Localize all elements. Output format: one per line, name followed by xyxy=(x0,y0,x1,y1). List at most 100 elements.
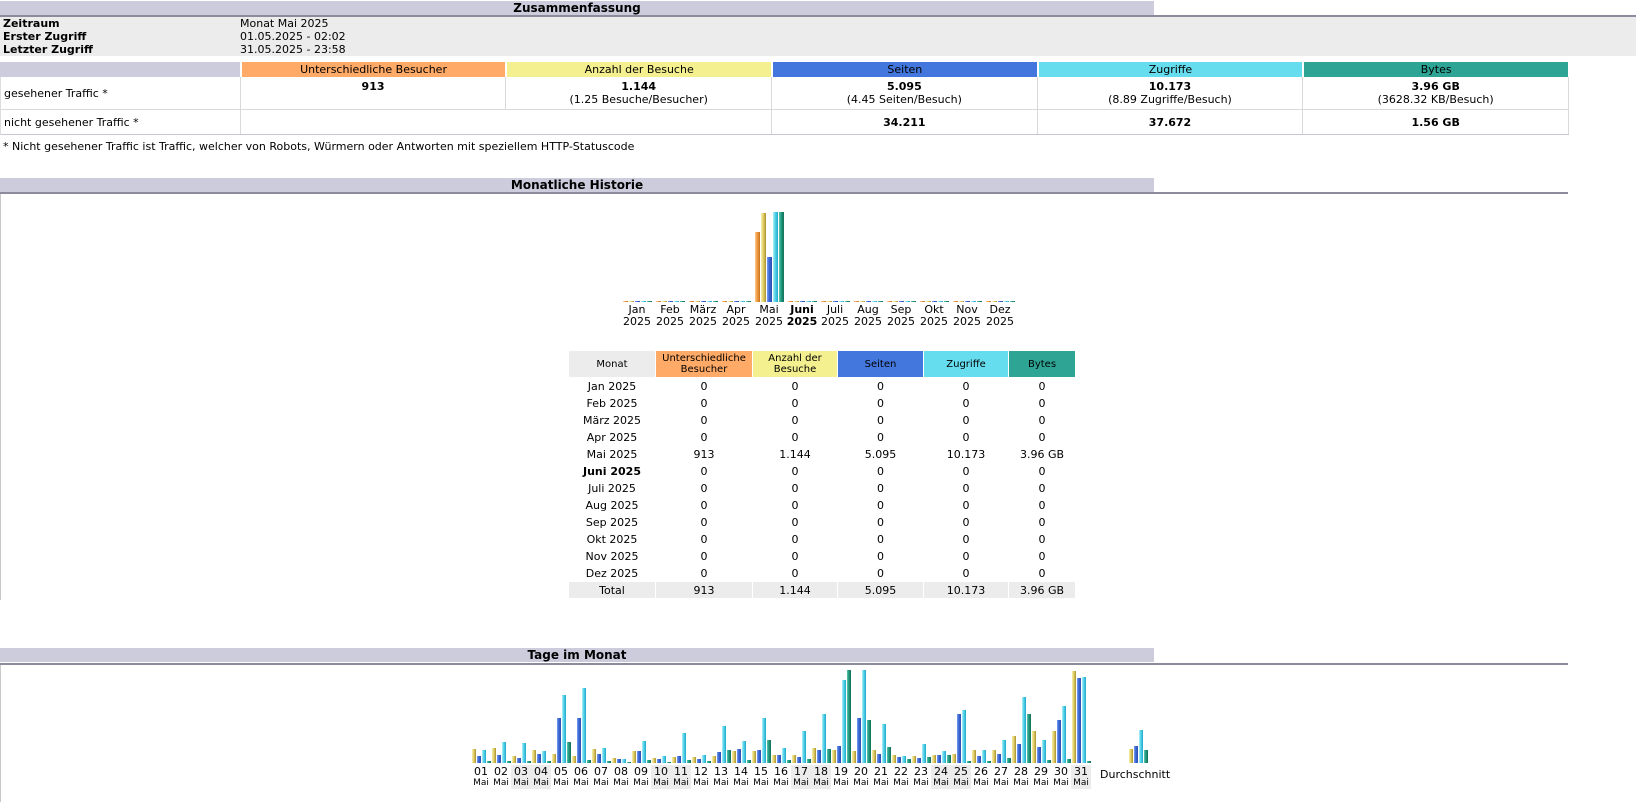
monthly-bar xyxy=(793,301,799,302)
value-cell: 0 xyxy=(1038,498,1046,512)
daily-bar xyxy=(591,749,596,763)
daily-bar xyxy=(901,756,906,763)
daily-bar xyxy=(1133,746,1138,763)
value-cell: 0 xyxy=(791,396,799,410)
monthly-bar xyxy=(766,257,772,302)
daily-bar xyxy=(946,755,951,763)
month-cell: Apr 2025 xyxy=(586,430,638,444)
monthly-bar xyxy=(904,301,910,302)
daily-bar xyxy=(501,742,506,763)
day-label: 25 Mai xyxy=(951,765,971,789)
summary-header-bytes: Bytes xyxy=(1304,62,1568,77)
monthly-bar xyxy=(772,212,778,302)
daily-bar xyxy=(666,762,671,763)
monthly-table-row: Mai 2025 913 1.144 5.095 10.173 3.96 GB xyxy=(569,446,1075,462)
month-label: Juni 2025 xyxy=(786,303,818,328)
month-label: Feb 2025 xyxy=(656,303,684,328)
day-label: 01 Mai xyxy=(473,765,489,789)
daily-bar xyxy=(576,718,581,763)
value-cell: 0 xyxy=(1038,464,1046,478)
seen-traffic-label: gesehener Traffic * xyxy=(1,77,241,109)
monthly-bar xyxy=(931,301,937,302)
seen-hits-value: 10.173 xyxy=(1148,80,1192,93)
daily-bar xyxy=(1021,697,1026,763)
value-cell: 0 xyxy=(1038,396,1046,410)
summary-header-pages: Seiten xyxy=(773,62,1037,77)
period-value: Monat Mai 2025 xyxy=(240,17,329,30)
monthly-bar xyxy=(952,301,958,302)
daily-bar xyxy=(821,714,826,763)
daily-bar xyxy=(571,756,576,763)
daily-bar xyxy=(916,758,921,763)
monthly-bar xyxy=(976,301,982,302)
monthly-table-row: Feb 2025 0 0 0 0 0 xyxy=(569,395,1075,411)
day-label: 15 Mai xyxy=(753,765,769,789)
monthly-table-row: Aug 2025 0 0 0 0 0 xyxy=(569,497,1075,513)
day-label: 24 Mai xyxy=(931,765,951,789)
value-cell: 0 xyxy=(877,566,884,580)
daily-bar xyxy=(546,761,551,763)
value-cell: 0 xyxy=(877,515,884,529)
day-label: 20 Mai xyxy=(853,765,869,789)
not-seen-traffic-label: nicht gesehener Traffic * xyxy=(1,110,241,134)
not-seen-pages-value: 34.211 xyxy=(883,116,926,129)
value-cell: 0 xyxy=(1038,515,1046,529)
monthly-bar xyxy=(886,301,892,302)
daily-bar xyxy=(526,761,531,763)
daily-bar xyxy=(566,742,571,763)
value-cell: 5.095 xyxy=(838,582,923,598)
value-cell: 0 xyxy=(962,464,970,478)
daily-bar xyxy=(621,759,626,763)
monthly-bar xyxy=(943,301,949,302)
day-label: 03 Mai xyxy=(511,765,531,789)
daily-bar xyxy=(841,680,846,763)
seen-hits-cell: 10.173 (8.89 Zugriffe/Besuch) xyxy=(1038,77,1304,109)
value-cell: 10.173 xyxy=(924,582,1008,598)
daily-bar xyxy=(706,761,711,763)
monthly-bar xyxy=(877,301,883,302)
month-cell: Nov 2025 xyxy=(585,549,639,563)
day-label: 13 Mai xyxy=(713,765,729,789)
daily-bar xyxy=(1138,730,1143,763)
daily-bar xyxy=(796,757,801,763)
monthly-history-chart: Jan 2025 Feb 2025 März 2025 Apr 2025 Mai 2025 Juni… xyxy=(0,192,1600,350)
seen-bytes-sub: (3628.32 KB/Besuch) xyxy=(1377,93,1494,106)
daily-bar xyxy=(831,750,836,763)
daily-bar xyxy=(846,670,851,763)
summary-table: gesehener Traffic * 913 1.144 (1.25 Besu… xyxy=(0,77,1569,135)
monthly-bar xyxy=(991,301,997,302)
day-label: 08 Mai xyxy=(613,765,629,789)
day-label: 09 Mai xyxy=(633,765,649,789)
seen-pages-sub: (4.45 Seiten/Besuch) xyxy=(846,93,962,106)
daily-bar xyxy=(681,733,686,763)
value-cell: 0 xyxy=(700,481,708,495)
day-label: 27 Mai xyxy=(993,765,1009,789)
value-cell: 0 xyxy=(1038,481,1046,495)
month-label: Aug 2025 xyxy=(854,303,882,328)
month-cell: Feb 2025 xyxy=(586,396,638,410)
month-label: Mai 2025 xyxy=(755,303,783,328)
day-label: 02 Mai xyxy=(493,765,509,789)
daily-bar xyxy=(616,759,621,763)
day-label: 22 Mai xyxy=(893,765,909,789)
monthly-bar xyxy=(820,301,826,302)
value-cell: 0 xyxy=(877,464,884,478)
summary-header-visits: Anzahl der Besuche xyxy=(507,62,771,77)
seen-bytes-cell: 3.96 GB (3628.32 KB/Besuch) xyxy=(1303,77,1569,109)
summary-header-spacer xyxy=(0,62,240,77)
daily-bar xyxy=(1143,750,1148,763)
monthly-bar xyxy=(844,301,850,302)
monthly-bar xyxy=(898,301,904,302)
monthly-bar xyxy=(646,301,652,302)
daily-bar xyxy=(471,749,476,763)
daily-bar xyxy=(1031,731,1036,763)
day-label: 07 Mai xyxy=(593,765,609,789)
daily-bar xyxy=(936,755,941,763)
daily-bar xyxy=(851,751,856,763)
daily-bar xyxy=(991,750,996,763)
daily-bar xyxy=(801,731,806,763)
monthly-table-row: Dez 2025 0 0 0 0 0 xyxy=(569,565,1075,581)
daily-bar xyxy=(1036,747,1041,763)
month-label: Okt 2025 xyxy=(920,303,948,328)
monthly-bar xyxy=(910,301,916,302)
